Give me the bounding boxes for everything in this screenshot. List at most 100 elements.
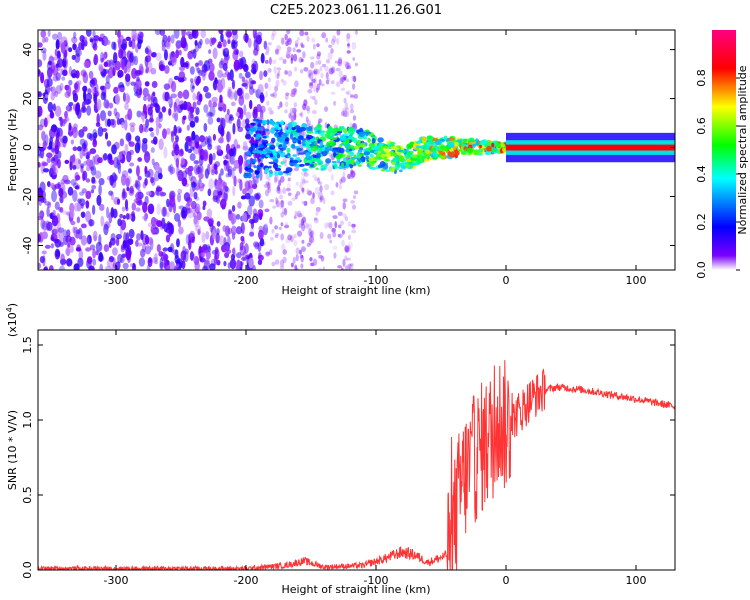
signal-cell <box>252 150 257 154</box>
spectrogram-cell <box>274 85 279 92</box>
spectrogram-cell <box>96 194 102 206</box>
spectrogram-cell <box>193 160 200 165</box>
spectrogram-cell <box>198 93 203 103</box>
spectrogram-cell <box>75 102 81 113</box>
spectrogram-cell <box>119 138 125 147</box>
spectrogram-cell <box>197 164 204 175</box>
spectrogram-cell <box>340 110 345 117</box>
spectrogram-cell <box>257 36 262 45</box>
signal-cell <box>315 167 319 171</box>
spectrogram-cell <box>293 66 298 72</box>
spectrogram-cell <box>194 203 201 214</box>
spectrogram-cell <box>249 99 253 110</box>
signal-cell <box>369 153 374 158</box>
spectrogram-cell <box>242 141 248 150</box>
colorbar-ticks: 0.0 0.2 0.4 0.6 0.8 <box>695 69 740 279</box>
spectrogram-cell <box>257 259 263 265</box>
spectrogram-cell <box>126 95 131 103</box>
spectrogram-cell <box>277 70 281 77</box>
spectrogram-cell <box>162 91 168 102</box>
spectrogram-cell <box>126 61 131 73</box>
spectrogram-cell <box>332 245 338 250</box>
spectrogram-cell <box>56 221 61 232</box>
signal-cell <box>347 126 355 132</box>
signal-cell <box>336 130 343 134</box>
spectrogram-cell <box>315 68 320 75</box>
spectrogram-cell <box>338 233 343 239</box>
signal-cell <box>278 144 283 148</box>
spectrogram-cell <box>96 98 102 111</box>
spectrogram-cell <box>299 254 304 259</box>
signal-cell <box>330 136 338 140</box>
spectrogram-cell <box>274 259 280 265</box>
spectrogram-cell <box>265 172 269 180</box>
signal-cell <box>352 137 357 143</box>
spectrogram-cell <box>114 93 121 105</box>
spectrogram-cell <box>294 193 298 200</box>
spectrogram-cell <box>198 60 203 67</box>
spectrogram-cell <box>275 79 280 87</box>
spectrogram-cell <box>208 217 214 227</box>
spectrogram-cell <box>244 79 249 90</box>
spectrogram-cell <box>327 233 332 240</box>
signal-cell <box>502 148 507 153</box>
spectrogram-cell <box>347 244 351 252</box>
spectrogram-cell <box>143 95 147 102</box>
spectrogram-cell <box>140 248 146 258</box>
spectrogram-cell <box>280 199 285 208</box>
spectrogram-cell <box>217 82 223 93</box>
spectrogram-cell <box>95 241 103 253</box>
spectrogram-cell <box>216 144 222 153</box>
spectrogram-cell <box>324 222 328 230</box>
spectrogram-cell <box>170 131 175 143</box>
spectrogram-cell <box>257 242 262 252</box>
signal-cell <box>268 165 272 169</box>
spectrogram-cell <box>180 157 185 166</box>
spectrogram-cell <box>79 191 85 196</box>
spectrogram-cell <box>57 58 64 68</box>
spectrogram-cell <box>150 147 155 153</box>
spectrogram-cell <box>173 101 177 113</box>
spectrogram-cell <box>66 258 73 267</box>
spectrogram-cell <box>39 210 45 219</box>
spectrogram-cell <box>227 249 232 254</box>
spectrogram-cell <box>279 204 285 210</box>
signal-cell <box>426 135 432 140</box>
spectrogram-cell <box>305 105 311 112</box>
spectrogram-cell <box>131 211 136 218</box>
spectrogram-cell <box>233 59 241 71</box>
spectrogram-cell <box>122 262 129 270</box>
signal-cell <box>297 141 302 145</box>
spectrogram-cell <box>294 264 298 270</box>
spectrogram-cell <box>350 200 355 204</box>
signal-cell <box>362 136 368 140</box>
spectrogram-cell <box>113 174 118 181</box>
spectrogram-cell <box>44 265 49 270</box>
spectrogram-cell <box>89 166 95 171</box>
spectrogram-cell <box>86 256 93 265</box>
spectrogram-cell <box>196 211 202 221</box>
spectrogram-cell <box>253 39 258 50</box>
spectrogram-cell <box>136 110 142 118</box>
spectrogram-cell <box>136 233 141 241</box>
spectrogram-cell <box>216 221 221 227</box>
signal-cell <box>325 158 332 164</box>
spectrogram-cell <box>103 223 109 236</box>
signal-cell <box>301 168 309 172</box>
spectrogram-cell <box>334 221 338 229</box>
spectrogram-cell <box>307 73 311 78</box>
spectrogram-cell <box>86 236 90 245</box>
spectrogram-cell <box>218 60 224 69</box>
spectrogram-cell <box>342 198 348 203</box>
spectrogram-cell <box>285 101 289 108</box>
spectrogram-cell <box>41 37 46 44</box>
spectrogram-cell <box>318 254 323 259</box>
spectrogram-cell <box>80 223 87 229</box>
spectrogram-cell <box>202 205 206 211</box>
spectrogram-cell <box>228 208 232 215</box>
spectrogram-cell <box>161 106 167 113</box>
spectrogram-cell <box>180 103 187 110</box>
spectrogram-cell <box>251 179 257 185</box>
spectrogram-cell <box>284 70 289 75</box>
spectrogram-cell <box>211 249 218 255</box>
